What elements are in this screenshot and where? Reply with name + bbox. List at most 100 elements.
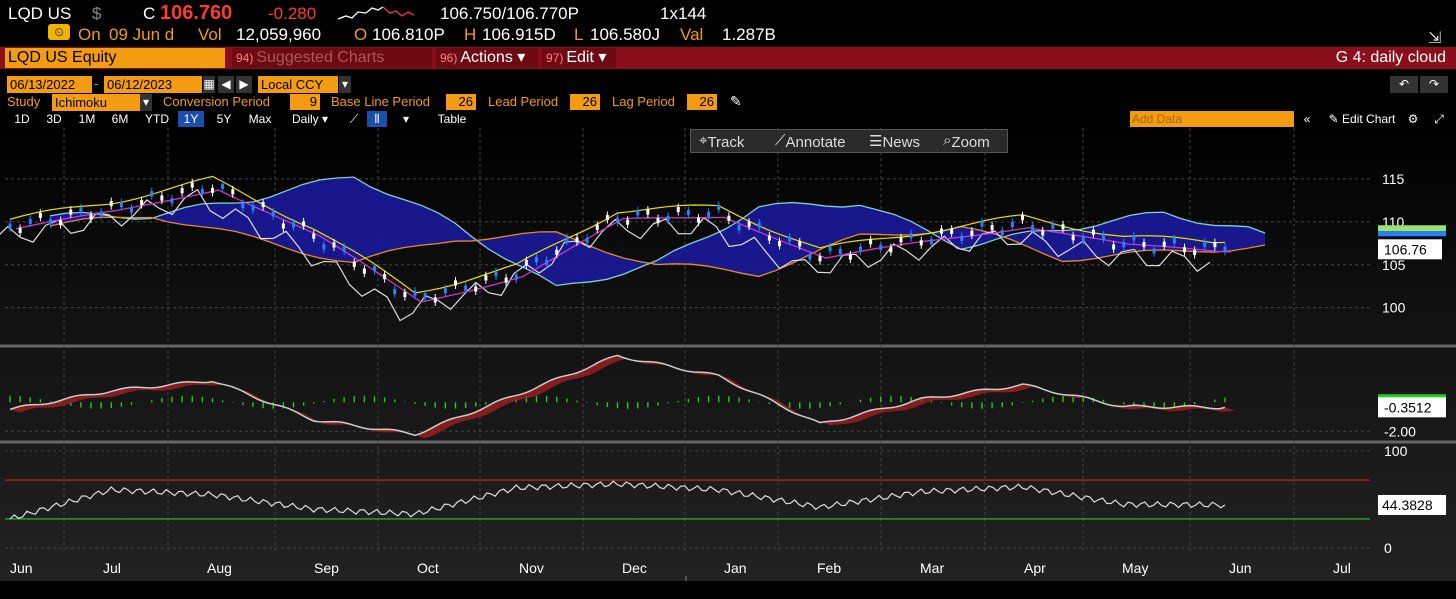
range-6m-button[interactable]: 6M	[111, 112, 129, 126]
conversion-input[interactable]: 9	[290, 94, 320, 110]
calendar-icon[interactable]: ▦	[203, 76, 215, 93]
candle-body	[788, 236, 792, 242]
range-1d-button[interactable]: 1D	[14, 112, 30, 126]
study-dropdown-icon[interactable]: ▾	[140, 94, 152, 111]
candle-body	[697, 217, 700, 223]
x-axis-month-label: Sep	[314, 560, 339, 576]
candle-body	[707, 211, 711, 217]
ticker[interactable]: LQD US	[8, 4, 72, 23]
candle-body	[555, 249, 559, 255]
candle-body	[241, 202, 245, 209]
candle-body	[1102, 234, 1105, 240]
candle-body	[970, 230, 974, 236]
candle-body	[757, 222, 761, 228]
candle-body	[1112, 244, 1116, 250]
annotate-tool[interactable]: ⟋ Annotate	[775, 132, 846, 151]
candle-body	[717, 204, 721, 210]
end-date-input[interactable]: 06/12/2023	[104, 76, 202, 93]
candle-body	[393, 289, 397, 295]
candle-body	[1041, 230, 1045, 236]
study-bar: Study Ichimoku ▾ Conversion Period 9 Bas…	[0, 93, 1456, 111]
range-1m-button[interactable]: 1M	[78, 112, 96, 126]
conversion-label: Conversion Period	[163, 94, 270, 109]
redo-button[interactable]: ↷	[1420, 76, 1448, 93]
candle-body	[1142, 242, 1146, 248]
candle-body	[1172, 238, 1176, 244]
range-3d-button[interactable]: 3D	[46, 112, 62, 126]
candle-body	[69, 209, 73, 215]
range-5y-button[interactable]: 5Y	[216, 112, 232, 126]
rsi-tick-label: 100	[1384, 443, 1408, 459]
macd-line	[9, 354, 1226, 437]
candle-body	[362, 268, 366, 274]
candle-body	[626, 219, 630, 225]
candle-body	[535, 257, 538, 263]
chart-canvas[interactable]: 100105110115106.76-2.00-0.3512010044.382…	[0, 128, 1456, 581]
study-select[interactable]: Ichimoku	[52, 94, 140, 111]
currency-select[interactable]: Local CCY	[258, 76, 338, 93]
line-chart-icon[interactable]: ⟋	[349, 112, 359, 126]
candle-body	[1203, 241, 1207, 247]
candle-body	[1183, 247, 1186, 253]
candle-body	[89, 214, 93, 220]
x-axis-month-label: Aug	[207, 560, 232, 576]
trade-date: 09 Jun d	[109, 25, 175, 44]
span-a-tag	[1378, 225, 1446, 232]
candle-body	[636, 210, 640, 216]
security-field[interactable]: LQD US Equity	[5, 48, 225, 68]
range-1y-button[interactable]: 1Y	[178, 111, 204, 127]
currency-symbol: $	[92, 4, 102, 23]
frequency-select[interactable]: Daily ▾	[291, 112, 329, 126]
traded-value: 1.287B	[722, 25, 776, 44]
edit-menu[interactable]: 97) Edit ▾	[542, 48, 616, 68]
candle-body	[1152, 248, 1156, 254]
chart-area[interactable]: 100 105 110 115 106.76 -2.00 -0.3512 0 100 44.382…	[0, 128, 1456, 581]
collapse-icon[interactable]: «	[1303, 112, 1311, 126]
currency-dropdown-icon[interactable]: ▾	[339, 76, 351, 93]
add-data-input[interactable]: Add Data	[1130, 111, 1294, 127]
candle-body	[1223, 246, 1227, 252]
candle-body	[79, 207, 83, 213]
history-icon[interactable]: ⏲	[48, 24, 70, 40]
undo-button[interactable]: ↶	[1390, 76, 1418, 93]
lead-input[interactable]: 26	[570, 94, 600, 110]
candle-body	[1051, 223, 1055, 229]
date-prefix: On	[78, 25, 101, 44]
range-ytd-button[interactable]: YTD	[145, 112, 169, 126]
start-date-input[interactable]: 06/13/2022	[7, 76, 92, 93]
next-range-button[interactable]: ▶	[236, 76, 252, 93]
track-tool[interactable]: ⌖ Track	[699, 132, 745, 151]
high-label: H	[464, 25, 477, 44]
candle-body	[49, 219, 52, 225]
candle-body	[484, 275, 488, 281]
actions-menu[interactable]: 96) Actions ▾	[436, 48, 538, 68]
zoom-tool[interactable]: ⌕ Zoom	[943, 132, 990, 151]
candle-body	[383, 274, 387, 280]
x-axis-month-label: Jan	[724, 560, 747, 576]
suggested-charts-button[interactable]: 94) Suggested Charts	[232, 48, 432, 68]
candle-body	[433, 297, 437, 303]
chart-type-dropdown-icon[interactable]: ▾	[402, 112, 410, 126]
price-tick-label: 105	[1382, 257, 1406, 273]
popout-icon[interactable]: ⇲	[1428, 30, 1442, 47]
table-button[interactable]: Table	[437, 112, 467, 126]
news-tool[interactable]: ☰ News	[869, 133, 920, 151]
expand-icon[interactable]: ⤢	[1434, 112, 1444, 126]
pencil-icon[interactable]: ✎	[730, 93, 742, 109]
candle-body	[960, 235, 964, 241]
candle-body	[1010, 221, 1014, 227]
chart-name: G 4: daily cloud	[1335, 49, 1446, 66]
lag-input[interactable]: 26	[687, 94, 717, 110]
candle-chart-icon[interactable]: ⫴	[367, 111, 387, 127]
edit-chart-button[interactable]: ✎ Edit Chart	[1328, 112, 1396, 126]
settings-icon[interactable]: ⚙	[1407, 112, 1419, 126]
candle-body	[666, 215, 670, 222]
candle-body	[909, 233, 913, 239]
rsi-value-tag	[1378, 494, 1446, 515]
candle-body	[302, 221, 306, 227]
candle-body	[130, 207, 133, 213]
baseline-input[interactable]: 26	[446, 94, 476, 110]
span-b-tag	[1378, 231, 1446, 237]
prev-range-button[interactable]: ◀	[218, 76, 234, 93]
range-max-button[interactable]: Max	[248, 112, 272, 126]
